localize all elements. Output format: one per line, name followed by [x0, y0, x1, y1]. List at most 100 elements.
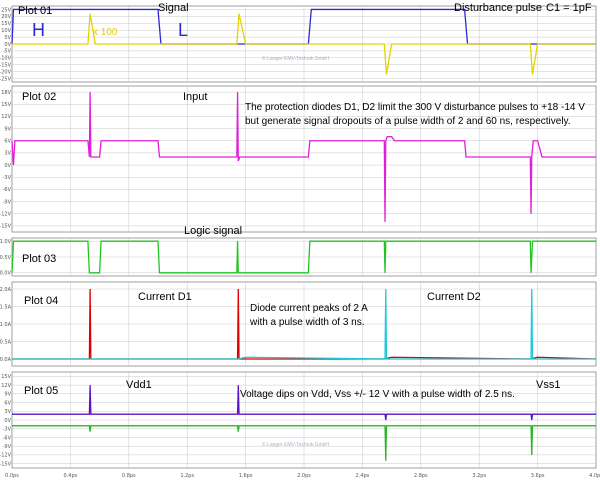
plot-05-ytick-10: -15V	[0, 461, 12, 467]
plot-02-traces	[11, 92, 596, 222]
plot-04-ytick-0: 2.0A	[0, 287, 12, 293]
plot-01-ytick-2: 15V	[1, 21, 11, 27]
plot-05-trace-vdd1	[12, 385, 596, 421]
plot-02-ytick-10: -12V	[0, 212, 12, 218]
plot-01-ytick-3: 10V	[1, 28, 11, 34]
plot-04-ytick-3: 0.5A	[0, 339, 12, 345]
plot-05-ytick-2: 9V	[4, 392, 11, 398]
protection-note-line-1: The protection diodes D1, D2 limit the 3…	[245, 102, 585, 113]
plot-04-ytick-4: 0.0A	[0, 357, 12, 363]
plot-05-ytick-9: -12V	[0, 453, 12, 459]
plot-04-title: Plot 04	[24, 295, 58, 307]
plot-05-ytick-3: 6V	[4, 400, 11, 406]
plot-03-trace-logic-signal	[11, 240, 596, 274]
plot-02-ytick-1: 15V	[1, 102, 11, 108]
plot-02-trace-input	[11, 92, 596, 222]
plot-04-traces	[12, 288, 597, 360]
plot-02-panel: 18V 15V 12V 9V 6V 3V 0V -3V -6V -9V -12V -15V Plot …	[0, 85, 597, 233]
plot-01-ytick-6: -5V	[3, 49, 12, 55]
xtick-1: 0.4ps	[64, 473, 78, 479]
watermark-lower: © Langer EMV-Technik GmbH	[262, 441, 329, 448]
plot-02-ytick-11: -15V	[0, 224, 12, 230]
plot-01-ytick-4: 5V	[4, 35, 11, 41]
plot-01-ytick-1: 20V	[1, 14, 11, 20]
plot-02-ytick-8: -6V	[3, 187, 12, 193]
plot-04-ytick-1: 1.5A	[0, 304, 12, 310]
plot-05-ytick-8: -9V	[3, 444, 12, 450]
plot-01-title: Plot 01	[18, 5, 52, 17]
plot-02-ytick-2: 12V	[1, 114, 11, 120]
plot-01-ytick-9: -20V	[0, 69, 12, 75]
plot-03-ytick-2: 0.0V	[0, 271, 12, 277]
watermark: © Langer EMV-Technik GmbH	[262, 55, 329, 62]
plot-04-panel: 2.0A1.5A1.0A0.5A0.0A Plot 04 Current D1 …	[0, 281, 597, 367]
plot-03-ytick-0: 1.0V	[0, 239, 12, 245]
input-series-label: Input	[183, 91, 207, 103]
plot-03-y-ticks: 1.0V 0.5V 0.0V	[0, 239, 12, 277]
plot-02-ytick-4: 6V	[4, 139, 11, 145]
current-d1-label: Current D1	[138, 291, 192, 303]
plot-02-ytick-3: 9V	[4, 126, 11, 132]
xtick-8: 3.2ps	[472, 473, 486, 479]
plot-05-y-ticks: 15V 12V 9V 6V 3V 0V -3V -6V -9V -12V -15V	[0, 374, 12, 467]
plot-05-trace-vss1	[12, 425, 596, 461]
plot-01-traces	[11, 8, 596, 75]
capacitance-annotation: C1 = 1pF	[546, 2, 592, 14]
xtick-7: 2.8ps	[414, 473, 428, 479]
plot-02-ytick-5: 3V	[4, 151, 11, 157]
plot-01-trace-disturbance-pulse	[12, 13, 596, 75]
xtick-3: 1.2ps	[180, 473, 194, 479]
plot-04-trace-current-d2	[12, 288, 596, 360]
plot-05-ytick-6: -3V	[3, 427, 12, 433]
xtick-6: 2.4ps	[356, 473, 370, 479]
plot-05-ytick-1: 12V	[1, 383, 11, 389]
plot-05-ytick-7: -6V	[3, 435, 12, 441]
plot-02-title: Plot 02	[22, 91, 56, 103]
plot-05-traces	[12, 385, 596, 461]
plot-05-ytick-0: 15V	[1, 374, 11, 380]
plot-04-ytick-2: 1.0A	[0, 322, 12, 328]
xtick-10: 4.0ps	[589, 473, 600, 479]
plot-02-y-ticks: 18V 15V 12V 9V 6V 3V 0V -3V -6V -9V -12V -15V	[0, 90, 12, 230]
vss1-label: Vss1	[536, 379, 560, 391]
plot-02-ytick-9: -9V	[3, 199, 12, 205]
plot-02-grid	[12, 86, 596, 232]
plot-01-ytick-5: 0V	[4, 42, 11, 48]
plot-01-ytick-0: 25V	[1, 7, 11, 13]
signal-series-label: Signal	[158, 2, 189, 14]
xtick-2: 0.8ps	[122, 473, 136, 479]
plot-01-ytick-10: -25V	[0, 76, 12, 82]
plot-03-traces	[11, 240, 596, 274]
plot-02-ytick-0: 18V	[1, 90, 11, 96]
plot-05-x-ticks: 0.0ps 0.4ps 0.8ps 1.2ps 1.6ps 2.0ps 2.4ps 2.8ps…	[5, 473, 600, 479]
voltage-dip-note: Voltage dips on Vdd, Vss +/- 12 V with a…	[240, 389, 515, 400]
xtick-5: 2.0ps	[297, 473, 311, 479]
vdd1-label: Vdd1	[126, 379, 152, 391]
plot-02-ytick-7: -3V	[3, 175, 12, 181]
plot-02-ytick-6: 0V	[4, 163, 11, 169]
disturbance-series-label: Disturbance pulse	[454, 2, 542, 14]
diode-note-line-2: with a pulse width of 3 ns.	[249, 317, 365, 328]
scale-annotation: x 100	[93, 27, 118, 38]
plot-05-ytick-5: 0V	[4, 418, 11, 424]
low-level-annotation: L	[178, 20, 188, 40]
plot-05-panel: 15V 12V 9V 6V 3V 0V -3V -6V -9V -12V -15V 0.0ps 0.4…	[0, 371, 600, 479]
xtick-9: 3.6ps	[531, 473, 545, 479]
xtick-4: 1.6ps	[239, 473, 253, 479]
high-level-annotation: H	[32, 20, 45, 40]
current-d2-label: Current D2	[427, 291, 481, 303]
diode-note-line-1: Diode current peaks of 2 A	[250, 303, 368, 314]
plot-04-y-ticks: 2.0A 1.5A 1.0A 0.5A 0.0A	[0, 287, 12, 363]
plot-01-ytick-7: -10V	[0, 56, 12, 62]
logic-series-label: Logic signal	[184, 225, 242, 237]
plot-03-title: Plot 03	[22, 253, 56, 265]
plot-05-grid	[12, 372, 596, 468]
xtick-0: 0.0ps	[5, 473, 19, 479]
plot-03-panel: 1.0V 0.5V 0.0V Plot 03 Logic signal	[0, 225, 597, 277]
protection-note-line-2: but generate signal dropouts of a pulse …	[245, 116, 571, 127]
plot-03-ytick-1: 0.5V	[0, 255, 12, 261]
plot-05-title: Plot 05	[24, 385, 58, 397]
